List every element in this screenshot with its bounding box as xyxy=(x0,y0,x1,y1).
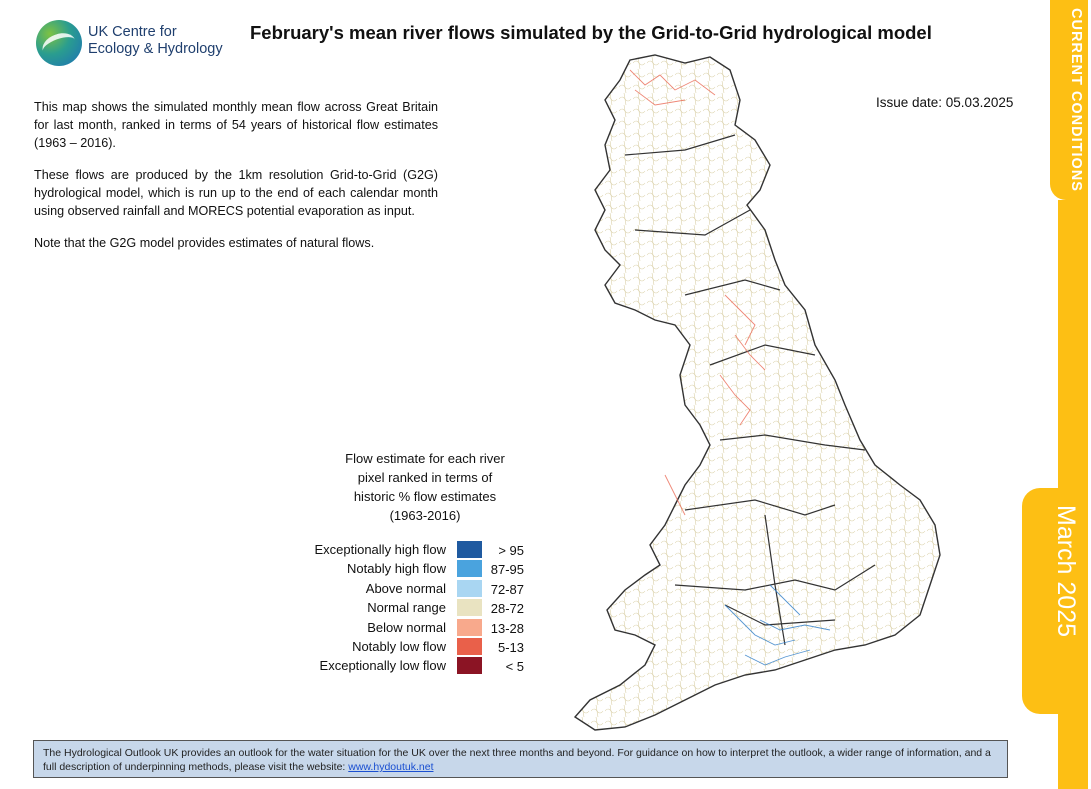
legend-title-line-1: Flow estimate for each river xyxy=(345,451,505,466)
legend-swatch xyxy=(457,637,482,655)
legend-range: 28-72 xyxy=(490,601,524,617)
intro-paragraph-1: This map shows the simulated monthly mea… xyxy=(34,100,438,150)
legend-label: Notably high flow xyxy=(347,561,446,577)
legend-title-line-3: historic % flow estimates xyxy=(353,489,497,504)
legend-label: Above normal xyxy=(365,580,446,596)
legend-row-notably-low: Notably low flow 5-13 xyxy=(292,637,532,656)
map-legend: Exceptionally high flow > 95 Notably hig… xyxy=(292,540,532,676)
legend-label: Notably low flow xyxy=(352,638,446,654)
legend-row-notably-high: Notably high flow 87-95 xyxy=(292,559,532,578)
legend-title: Flow estimate for each river pixel ranke… xyxy=(320,449,530,525)
legend-range: 87-95 xyxy=(490,562,524,578)
ukceh-logo-icon xyxy=(36,20,82,66)
footer-info-box: The Hydrological Outlook UK provides an … xyxy=(33,740,1008,778)
gb-land xyxy=(573,54,941,731)
legend-label: Normal range xyxy=(367,600,446,616)
legend-swatch xyxy=(457,541,482,558)
current-conditions-tab xyxy=(1050,0,1088,200)
legend-row-below-normal: Below normal 13-28 xyxy=(292,618,532,637)
legend-title-line-2: pixel ranked in terms of xyxy=(357,470,493,485)
intro-paragraph-2: These flows are produced by the 1km reso… xyxy=(34,168,438,218)
legend-row-exceptionally-high: Exceptionally high flow > 95 xyxy=(292,540,532,559)
region-boundaries xyxy=(624,134,876,646)
high-flow-rivers xyxy=(724,584,831,666)
legend-title-line-4: (1963-2016) xyxy=(389,508,461,523)
legend-row-above-normal: Above normal 72-87 xyxy=(292,579,532,598)
legend-swatch xyxy=(457,560,482,578)
legend-range: < 5 xyxy=(505,659,524,675)
issue-date: Issue date: 05.03.2025 xyxy=(876,95,1014,110)
website-link[interactable]: www.hydoutuk.net xyxy=(348,761,434,773)
page-title: February's mean river flows simulated by… xyxy=(250,22,932,43)
legend-swatch xyxy=(457,599,482,617)
legend-row-normal-range: Normal range 28-72 xyxy=(292,598,532,617)
below-normal-rivers xyxy=(629,69,766,516)
legend-swatch xyxy=(457,618,482,636)
logo-line-1: UK Centre for xyxy=(88,24,177,40)
month-label: March 2025 xyxy=(1052,505,1080,638)
logo-line-2: Ecology & Hydrology xyxy=(88,41,223,57)
gb-river-flow-map xyxy=(573,54,941,731)
legend-label: Below normal xyxy=(367,619,446,635)
current-conditions-label: CURRENT CONDITIONS xyxy=(1068,8,1084,192)
legend-range: 72-87 xyxy=(490,581,524,597)
month-tab xyxy=(1022,488,1088,714)
legend-range: 13-28 xyxy=(490,620,524,636)
logo-text: UK Centre for Ecology & Hydrology xyxy=(88,24,223,58)
legend-swatch xyxy=(457,579,482,597)
legend-range: > 95 xyxy=(498,543,524,558)
intro-paragraph-3: Note that the G2G model provides estimat… xyxy=(34,236,375,250)
legend-swatch xyxy=(457,657,482,675)
legend-label: Exceptionally high flow xyxy=(314,542,446,557)
legend-label: Exceptionally low flow xyxy=(319,658,446,674)
footer-text: The Hydrological Outlook UK provides an … xyxy=(43,747,991,773)
ukceh-logo: UK Centre for Ecology & Hydrology xyxy=(36,20,236,68)
legend-row-exceptionally-low: Exceptionally low flow < 5 xyxy=(292,656,532,675)
legend-range: 5-13 xyxy=(497,639,524,655)
intro-text: This map shows the simulated monthly mea… xyxy=(34,98,438,266)
